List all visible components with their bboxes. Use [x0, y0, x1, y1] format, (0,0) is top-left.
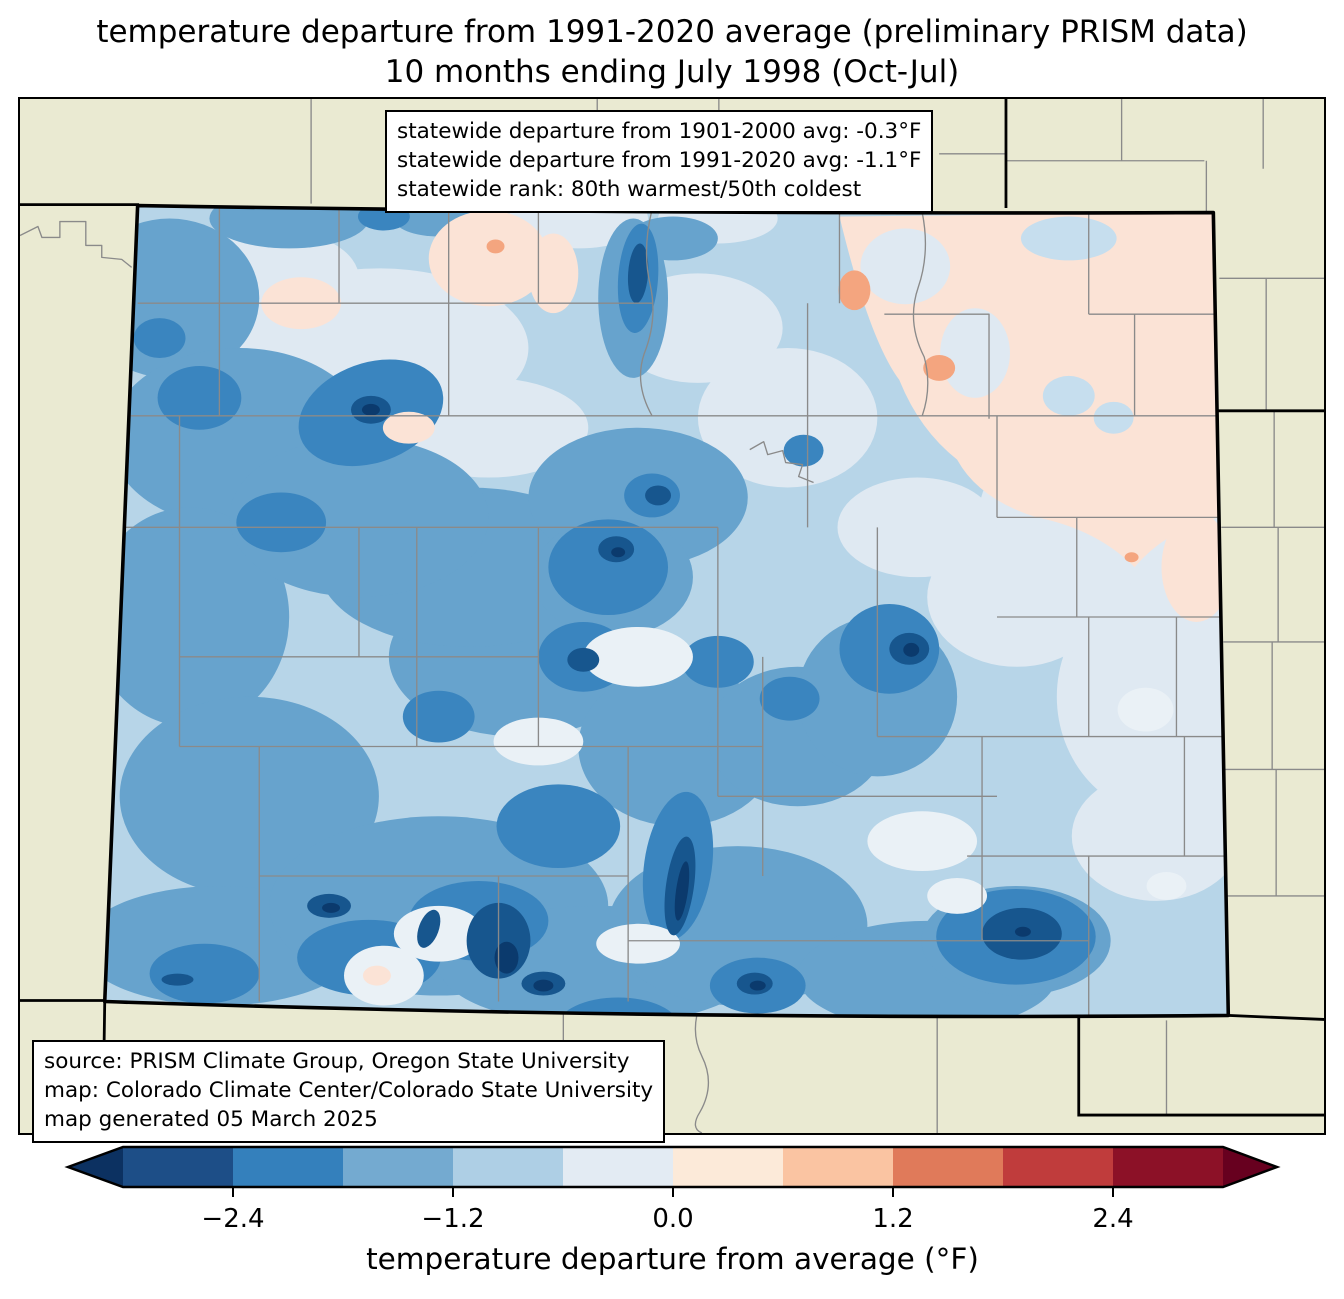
source-line: source: PRISM Climate Group, Oregon Stat…	[44, 1049, 630, 1074]
contour-pink-region-northeast	[261, 210, 1229, 622]
stats-line-rank: statewide rank: 80th warmest/50th coldes…	[397, 177, 862, 202]
colorbar-gradient: −2.4 −1.2 0.0 1.2 2.4	[64, 1145, 1281, 1234]
stats-box: statewide departure from 1901-2000 avg: …	[385, 110, 934, 213]
contour-field	[104, 205, 1229, 1017]
colorbar-tick-label: 0.0	[652, 1204, 693, 1234]
neighbor-state-borders	[20, 99, 1324, 1133]
colorbar: −2.4 −1.2 0.0 1.2 2.4 temperature departure …	[64, 1145, 1281, 1276]
map-axes: statewide departure from 1901-2000 avg: …	[18, 97, 1326, 1143]
figure-title: temperature departure from 1991-2020 ave…	[0, 12, 1344, 92]
contour-darkest-cores	[322, 403, 1031, 992]
colorbar-tick-label: 2.4	[1092, 1204, 1133, 1234]
title-line-1: temperature departure from 1991-2020 ave…	[96, 14, 1248, 50]
source-box: source: PRISM Climate Group, Oregon Stat…	[32, 1040, 666, 1143]
title-line-2: 10 months ending July 1998 (Oct-Jul)	[384, 54, 960, 90]
stats-line-1991-2020: statewide departure from 1991-2020 avg: …	[397, 148, 922, 173]
map-canvas	[20, 99, 1324, 1133]
colorbar-axis-label: temperature departure from average (°F)	[366, 1242, 979, 1276]
stats-line-1901-2000: statewide departure from 1901-2000 avg: …	[397, 119, 922, 144]
colorbar-tick-label: −1.2	[421, 1204, 484, 1234]
colorbar-tick-label: −2.4	[201, 1204, 264, 1234]
generated-date-line: map generated 05 March 2025	[44, 1107, 378, 1132]
map-credit-line: map: Colorado Climate Center/Colorado St…	[44, 1078, 654, 1103]
contour-pale-spots	[344, 626, 1187, 1006]
colorbar-tick-label: 1.2	[872, 1204, 913, 1234]
colorado-county-lines	[105, 207, 1228, 1016]
